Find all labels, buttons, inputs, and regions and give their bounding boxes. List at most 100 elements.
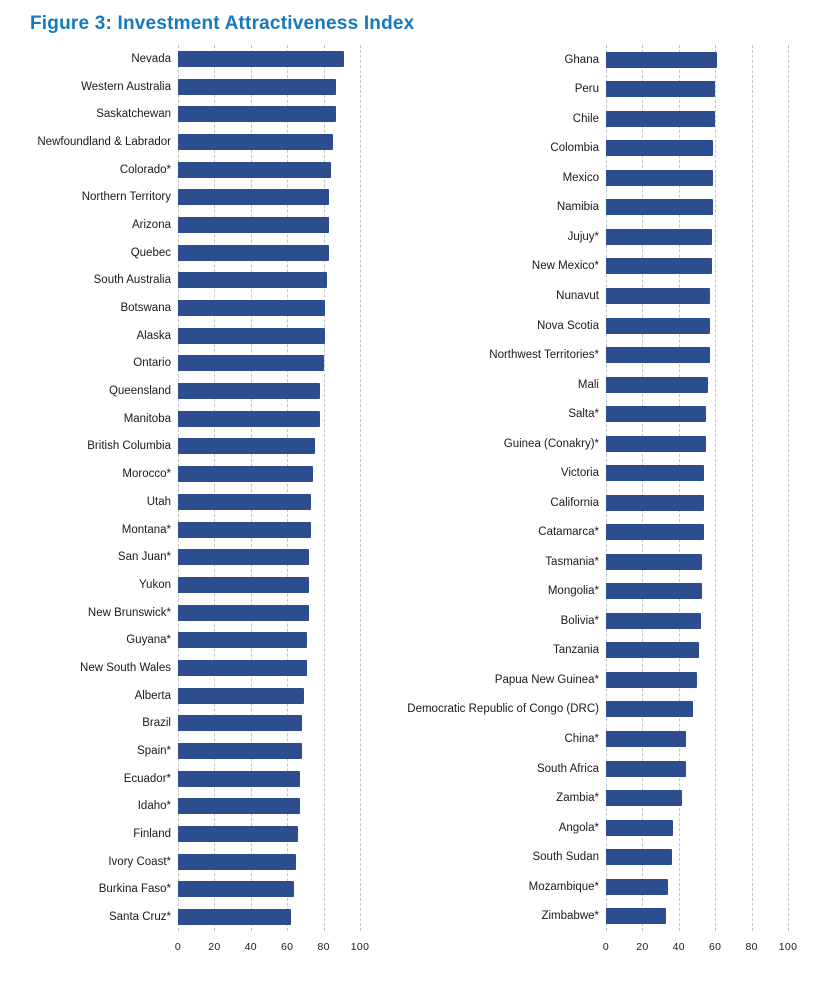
bar — [178, 493, 311, 510]
bar-row — [606, 104, 788, 134]
bar — [606, 760, 687, 777]
category-label: Nevada — [131, 52, 171, 65]
bar-row — [606, 281, 788, 311]
grid-line — [715, 45, 717, 931]
category-label: Northern Territory — [81, 191, 171, 204]
bar — [178, 909, 291, 926]
bar-row — [178, 765, 360, 793]
category-label: Ecuador* — [123, 772, 171, 785]
axis-tick-label: 60 — [281, 941, 294, 953]
category-label: Namibia — [556, 201, 599, 214]
bar-row — [178, 543, 360, 571]
bar — [178, 161, 331, 178]
category-label: Ontario — [133, 357, 171, 370]
bar — [606, 524, 705, 541]
bar — [606, 465, 705, 482]
bar — [178, 216, 330, 233]
bar — [606, 199, 714, 216]
category-label: Zambia* — [556, 792, 599, 805]
category-label: Manitoba — [123, 412, 171, 425]
bar — [606, 553, 703, 570]
category-label: Nunavut — [556, 290, 599, 303]
bar-row — [606, 724, 788, 754]
grid-line — [678, 45, 680, 931]
bar-row — [178, 848, 360, 876]
bar-row — [178, 405, 360, 433]
bar-row — [606, 193, 788, 223]
bar-row — [606, 370, 788, 400]
bar — [606, 376, 708, 393]
category-label: New South Wales — [80, 661, 171, 674]
category-label: Catamarca* — [538, 526, 599, 539]
bar-row — [178, 571, 360, 599]
bar-row — [606, 458, 788, 488]
bar — [178, 826, 299, 843]
bar-row — [178, 156, 360, 184]
grid-line — [214, 45, 216, 931]
grid-line — [788, 45, 789, 931]
category-label: South Sudan — [532, 851, 599, 864]
category-label: Victoria — [560, 467, 599, 480]
bar-row — [606, 606, 788, 636]
bar — [606, 317, 710, 334]
category-label: South Africa — [536, 762, 599, 775]
bar — [606, 169, 714, 186]
bar-row — [606, 134, 788, 164]
right-chart-category-labels: Ghana Peru Chile Colombia Mexico Namibia Jujuy… — [378, 45, 606, 957]
axis-tick-label: 0 — [174, 941, 182, 953]
bar-row — [606, 45, 788, 75]
category-label: Tasmania* — [545, 555, 599, 568]
figure-title: Figure 3: Investment Attractiveness Inde… — [30, 13, 415, 34]
bar-row — [178, 211, 360, 239]
bar-row — [606, 783, 788, 813]
bar — [606, 701, 694, 718]
category-label: British Columbia — [87, 440, 171, 453]
bar-row — [178, 793, 360, 821]
bar — [606, 583, 703, 600]
bar — [178, 383, 320, 400]
bar — [178, 50, 344, 67]
bar-row — [178, 377, 360, 405]
bar-row — [178, 516, 360, 544]
category-label: Bolivia* — [560, 614, 599, 627]
category-label: Tanzania — [552, 644, 599, 657]
bar — [178, 853, 297, 870]
bar-row — [606, 547, 788, 577]
grid-line — [287, 45, 289, 931]
left-chart-gridlines — [178, 45, 361, 931]
bar — [178, 327, 326, 344]
axis-tick-label: 20 — [636, 941, 649, 953]
category-label: Utah — [146, 495, 171, 508]
bar — [606, 730, 687, 747]
category-label: Idaho* — [137, 800, 171, 813]
bar-row — [178, 433, 360, 461]
bar-row — [178, 350, 360, 378]
right-chart-gridlines — [606, 45, 789, 931]
bar — [178, 576, 310, 593]
category-label: Mali — [577, 378, 599, 391]
bar — [606, 494, 705, 511]
bar-row — [606, 901, 788, 931]
category-label: Yukon — [139, 578, 171, 591]
grid-line — [606, 45, 607, 931]
bar-row — [178, 322, 360, 350]
bar — [178, 632, 308, 649]
right-chart-plot-area: 0 20 40 60 80 100 — [603, 45, 797, 957]
bar — [606, 51, 718, 68]
left-bar-chart: Nevada Western Australia Saskatchewan Newfo… — [6, 45, 369, 957]
bar — [606, 819, 674, 836]
bar-row — [178, 128, 360, 156]
bar — [178, 410, 320, 427]
category-label: Zimbabwe* — [541, 910, 599, 923]
axis-tick-label: 100 — [350, 941, 370, 953]
bar — [606, 671, 697, 688]
category-label: Nova Scotia — [536, 319, 599, 332]
category-label: Western Australia — [81, 80, 171, 93]
bar — [606, 612, 701, 629]
axis-tick-label: 100 — [778, 941, 798, 953]
category-label: Arizona — [132, 218, 171, 231]
category-label: Mexico — [562, 171, 599, 184]
category-label: Colorado* — [119, 163, 171, 176]
bar-row — [178, 294, 360, 322]
bar — [606, 347, 710, 364]
